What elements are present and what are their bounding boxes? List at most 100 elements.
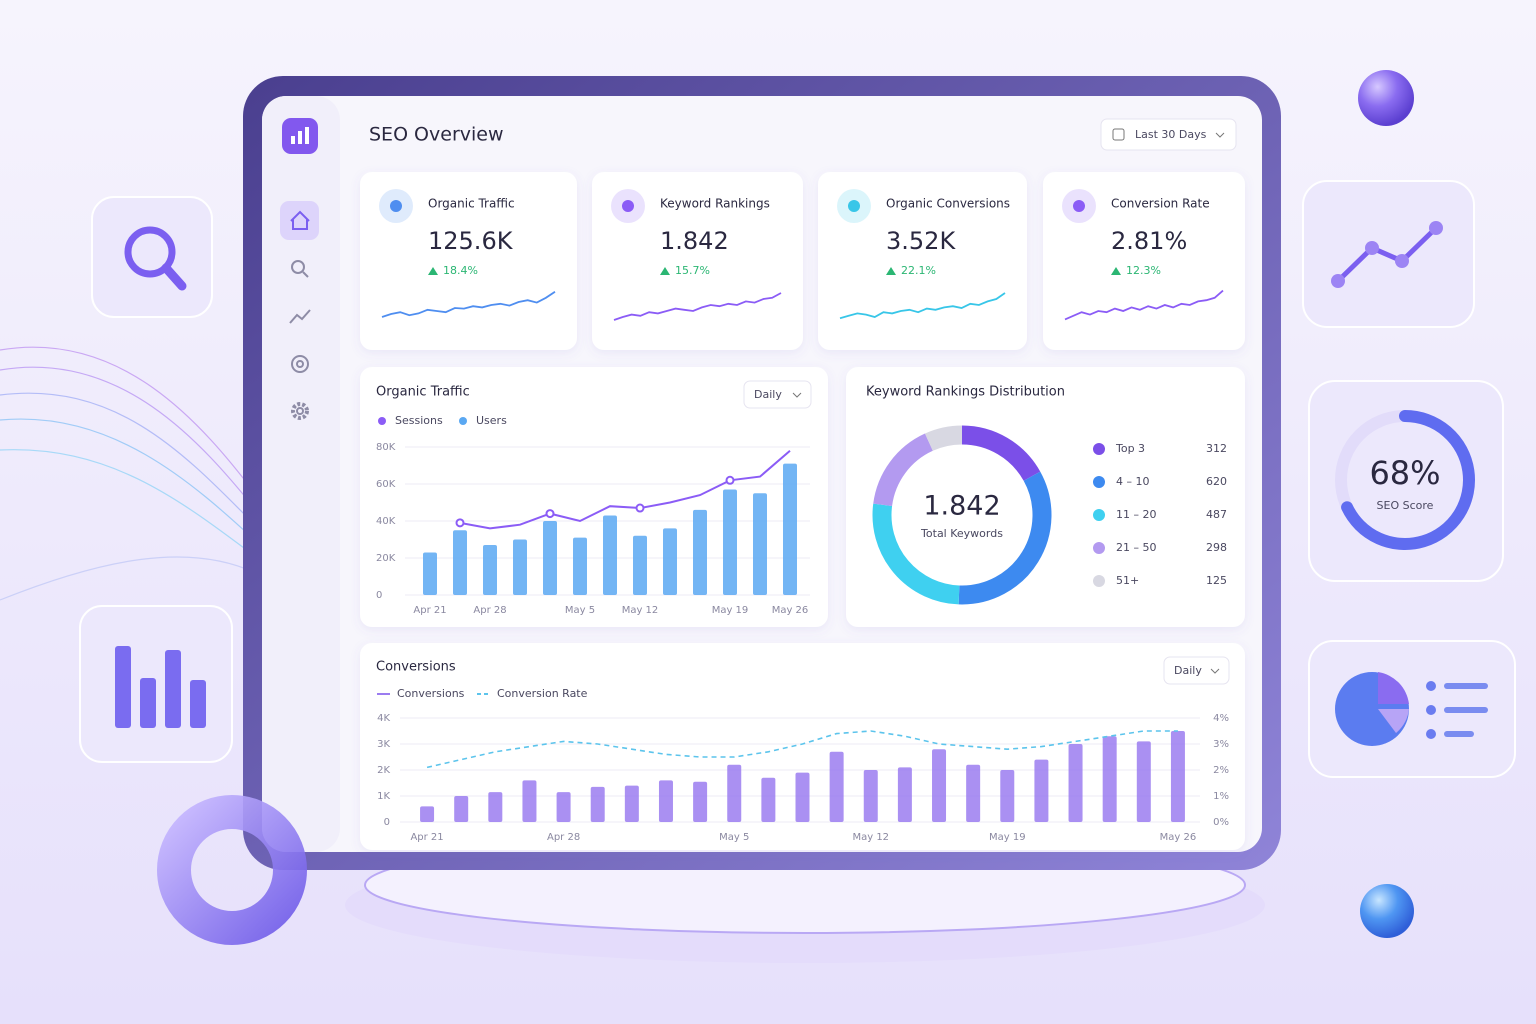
y-tick-label: 0: [376, 590, 382, 601]
kpi-value: 125.6K: [428, 227, 514, 255]
change-arrow: [428, 267, 438, 275]
x-tick-label: Apr 21: [410, 832, 443, 843]
y-tick-label: 40K: [376, 516, 396, 527]
date-range-picker[interactable]: [1100, 118, 1237, 151]
kpi-label: Organic Conversions: [886, 197, 1010, 211]
legend-label: Top 3: [1115, 442, 1145, 455]
sparkline: [381, 291, 556, 318]
bar: [829, 751, 844, 822]
panel-title: Organic Traffic: [376, 385, 470, 400]
legend-value: 125: [1206, 574, 1227, 587]
kpi-change: 18.4%: [443, 264, 478, 277]
search-card: [91, 196, 213, 318]
y-tick-label: 0: [384, 817, 390, 828]
bar: [522, 780, 537, 822]
bar: [513, 539, 527, 595]
legend-dot: [1093, 443, 1105, 455]
date-range: Last 30 Days: [1135, 128, 1207, 141]
kpi-card: [1043, 172, 1245, 350]
legend-dot: [459, 417, 467, 425]
bar: [753, 493, 767, 595]
legend-label: 11 – 20: [1116, 508, 1157, 521]
bar: [663, 528, 677, 595]
waves: [0, 346, 261, 601]
organic-traffic-panel: [360, 367, 828, 627]
y-tick-label: 60K: [376, 479, 396, 490]
legend-value: 312: [1206, 442, 1227, 455]
nav-target[interactable]: [291, 355, 309, 373]
kpi-value: 2.81%: [1111, 227, 1187, 255]
bar: [543, 521, 557, 595]
logo-icon: [291, 127, 309, 144]
panel-title: Keyword Rankings Distribution: [866, 385, 1065, 400]
bar: [783, 463, 797, 595]
y-tick-label: 0%: [1213, 817, 1229, 828]
bars-icon: [115, 646, 206, 728]
kpi-label: Conversion Rate: [1111, 197, 1210, 211]
kpi-value: 1.842: [660, 227, 729, 255]
bar: [1136, 741, 1151, 822]
x-tick-label: May 12: [622, 605, 659, 616]
calendar-icon: [1112, 128, 1125, 141]
sphere: [1358, 70, 1414, 126]
home-icon: [290, 210, 310, 230]
bar: [624, 785, 639, 822]
bar: [761, 777, 776, 822]
legend-dot: [1093, 542, 1105, 554]
y-tick-label: 2K: [377, 765, 390, 776]
change-arrow: [886, 267, 896, 275]
kpi-change: 22.1%: [901, 264, 936, 277]
bar: [1000, 770, 1015, 822]
donut-segment: [872, 503, 960, 605]
x-tick-label: Apr 28: [473, 605, 506, 616]
y-tick-label: 2%: [1213, 765, 1229, 776]
legend-label: Conversion Rate: [497, 687, 588, 700]
sidebar: [262, 96, 340, 852]
chevron: [1210, 668, 1220, 674]
bar: [795, 772, 810, 822]
bar: [573, 537, 587, 595]
search-icon-handle: [161, 263, 187, 291]
period: Daily: [754, 388, 782, 401]
period-select[interactable]: [1163, 656, 1230, 685]
bar: [863, 770, 878, 822]
line-point: [455, 518, 465, 528]
x-tick-label: May 19: [989, 832, 1026, 843]
x-tick-label: May 5: [565, 605, 595, 616]
bar: [590, 786, 605, 822]
legend-label: 51+: [1116, 574, 1139, 587]
legend-dot: [1093, 575, 1105, 587]
donut-total-label: Total Keywords: [920, 527, 1003, 540]
bar: [556, 792, 571, 822]
y-tick-label: 20K: [376, 553, 396, 564]
bar: [1034, 759, 1049, 822]
y-tick-label: 4K: [377, 713, 390, 724]
search-icon: [124, 226, 176, 278]
donut-segment: [961, 425, 1041, 482]
period-select[interactable]: [743, 380, 812, 409]
bar: [453, 530, 467, 595]
y-tick-label: 4%: [1213, 713, 1229, 724]
bar: [966, 764, 981, 822]
bar: [658, 780, 673, 822]
line-point: [545, 509, 555, 519]
donut-total: 1.842: [923, 491, 1000, 522]
nav-trends[interactable]: [289, 309, 311, 324]
nav-search[interactable]: [291, 260, 305, 274]
period: Daily: [1174, 664, 1202, 677]
change-arrow: [1111, 267, 1121, 275]
line: [459, 449, 791, 530]
nav-home[interactable]: [280, 201, 319, 240]
chevron: [1215, 132, 1225, 138]
bar: [488, 792, 503, 822]
legend-dot: [1093, 509, 1105, 521]
page-title: SEO Overview: [369, 124, 504, 146]
legend-label: Users: [476, 414, 507, 427]
sparkline: [1064, 289, 1224, 321]
kpi-icon-dot: [1073, 200, 1085, 212]
legend-dot: [378, 417, 386, 425]
donut-segment: [958, 471, 1052, 605]
nav-icons: [289, 260, 311, 420]
nav-settings[interactable]: [291, 402, 309, 420]
kpi-value: 3.52K: [886, 227, 956, 255]
